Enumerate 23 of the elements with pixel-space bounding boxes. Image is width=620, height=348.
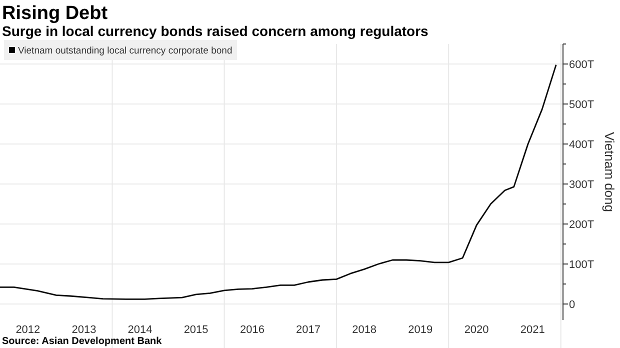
x-tick-label: 2015 — [184, 324, 208, 336]
x-tick-label: 2016 — [240, 324, 264, 336]
y-tick-label: 400T — [569, 139, 594, 151]
y-tick-label: 600T — [569, 59, 594, 71]
y-tick-label: 500T — [569, 99, 594, 111]
chart-subtitle: Surge in local currency bonds raised concern among regulators — [2, 23, 429, 39]
line-series — [0, 64, 557, 300]
source-note: Source: Asian Development Bank — [2, 336, 162, 347]
y-tick-label: 200T — [569, 219, 594, 231]
legend-label: Vietnam outstanding local currency corporate bond — [18, 46, 232, 56]
y-tick-label: 0 — [569, 299, 576, 311]
x-tick-label: 2017 — [296, 324, 321, 336]
x-tick-label: 2018 — [352, 324, 377, 336]
chart-title: Rising Debt — [2, 3, 108, 24]
y-tick-label: 300T — [569, 179, 594, 191]
y-tick-label: 100T — [569, 259, 594, 271]
x-tick-label: 2021 — [520, 324, 545, 336]
y-axis-title: Vietnam dong — [602, 132, 617, 212]
x-tick-label: 2019 — [408, 324, 433, 336]
x-tick-label: 2012 — [16, 324, 40, 336]
x-tick-label: 2020 — [464, 324, 489, 336]
x-tick-label: 2014 — [128, 324, 152, 336]
x-tick-label: 2013 — [72, 324, 96, 336]
